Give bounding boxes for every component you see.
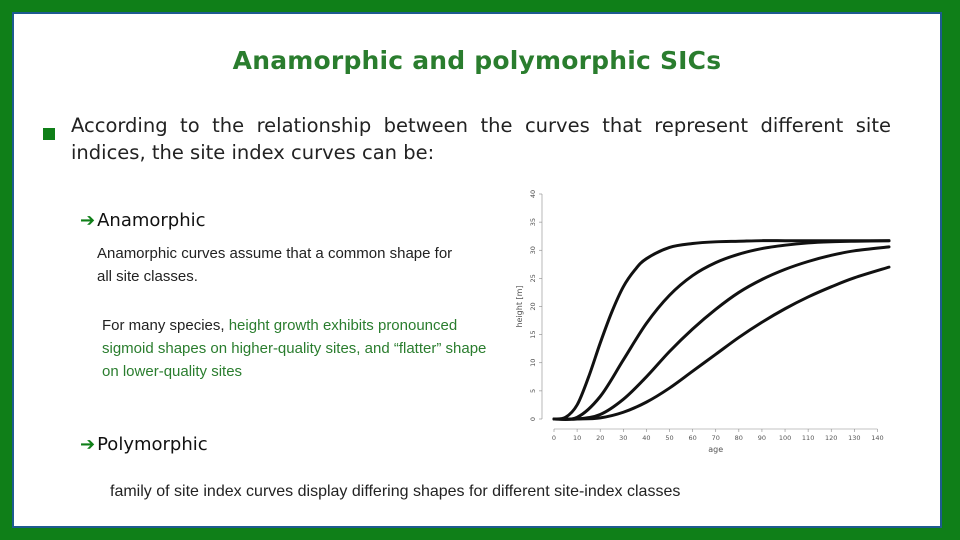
square-bullet-icon: [43, 128, 55, 140]
slide: Anamorphic and polymorphic SICs Accordin…: [12, 12, 942, 528]
x-tick-label: 130: [848, 434, 860, 442]
polymorphic-heading-row: ➔ Polymorphic: [80, 434, 208, 455]
polymorphic-description: family of site index curves display diff…: [110, 483, 681, 500]
x-tick-label: 120: [825, 434, 837, 442]
site-index-curve-3: [552, 245, 891, 421]
right-arrow-icon: ➔: [80, 210, 96, 231]
anamorphic-note: For many species, height growth exhibits…: [102, 314, 490, 383]
note-prefix: For many species,: [102, 317, 229, 334]
x-tick-label: 30: [619, 434, 627, 442]
site-index-chart: 0 5 10 15 20 25 30 35 40 height [m] 0 10 20 30 40 50 60 7…: [515, 190, 891, 454]
x-tick-label: 0: [552, 434, 556, 442]
y-tick-label: 20: [529, 302, 537, 310]
right-arrow-icon: ➔: [80, 434, 96, 455]
polymorphic-heading: Polymorphic: [97, 434, 208, 455]
x-axis-title: age: [708, 445, 723, 454]
y-tick-label: 30: [529, 246, 537, 254]
site-index-curve-1: [552, 239, 891, 421]
x-tick-label: 140: [871, 434, 883, 442]
x-tick-label: 90: [758, 434, 766, 442]
anamorphic-heading: Anamorphic: [97, 210, 206, 231]
anamorphic-description: Anamorphic curves assume that a common s…: [97, 245, 453, 285]
x-tick-label: 20: [596, 434, 604, 442]
y-tick-label: 40: [529, 190, 537, 198]
x-tick-label: 60: [688, 434, 696, 442]
x-tick-label: 50: [665, 434, 673, 442]
y-tick-label: 10: [529, 359, 537, 367]
bullet-text: According to the relationship between th…: [71, 114, 891, 164]
y-axis-title: height [m]: [515, 285, 524, 327]
x-tick-label: 40: [642, 434, 650, 442]
y-tick-label: 5: [529, 389, 537, 393]
x-tick-label: 80: [735, 434, 743, 442]
y-tick-label: 0: [529, 417, 537, 421]
x-tick-label: 110: [802, 434, 814, 442]
site-index-curve-4: [552, 265, 891, 421]
note-highlight: height growth exhibits pronounced sigmoi…: [102, 317, 487, 380]
y-tick-label: 15: [529, 330, 537, 338]
x-tick-label: 10: [573, 434, 581, 442]
slide-title: Anamorphic and polymorphic SICs: [232, 46, 722, 75]
y-tick-label: 35: [529, 218, 537, 226]
x-tick-label: 100: [779, 434, 791, 442]
chart-axes: 0 5 10 15 20 25 30 35 40 height [m] 0 10 20 30 40 50 60 7…: [515, 190, 884, 454]
anamorphic-heading-row: ➔ Anamorphic: [80, 210, 206, 231]
x-tick-label: 70: [712, 434, 720, 442]
chart-curves: [552, 239, 891, 421]
y-tick-label: 25: [529, 274, 537, 282]
site-index-curve-2: [552, 239, 891, 421]
